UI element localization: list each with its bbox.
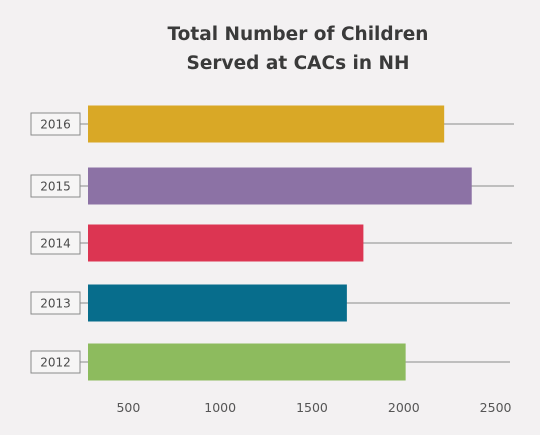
year-label-box [30, 174, 81, 198]
year-label-box [30, 231, 81, 255]
bar [88, 343, 406, 381]
x-tick-label: 2000 [388, 400, 420, 415]
bar [88, 284, 347, 322]
chart-title-line-2: Served at CACs in NH [187, 53, 410, 74]
year-label: 2014 [40, 237, 71, 251]
bar-row-2014: 2014 [30, 224, 512, 262]
x-tick-label: 2500 [480, 400, 512, 415]
bar-row-2012: 2012 [30, 343, 510, 381]
x-tick-label: 1500 [296, 400, 328, 415]
year-label-box [30, 112, 81, 136]
x-tick-label: 500 [116, 400, 140, 415]
bar [88, 105, 445, 143]
bar-row-2013: 2013 [30, 284, 510, 322]
bar-row-2015: 2015 [30, 167, 514, 205]
year-label: 2012 [40, 356, 71, 370]
year-label: 2013 [40, 297, 71, 311]
year-label-box [30, 350, 81, 374]
bars-group: 2016 2015 2014 2013 2012 [30, 105, 514, 381]
x-tick-labels: 500 1000 1500 2000 2500 [116, 400, 511, 415]
chart-title-line-1: Total Number of Children [168, 24, 429, 45]
year-label: 2016 [40, 118, 71, 132]
bar [88, 224, 364, 262]
year-label-box [30, 291, 81, 315]
bar-row-2016: 2016 [30, 105, 514, 143]
year-label: 2015 [40, 180, 71, 194]
x-tick-label: 1000 [204, 400, 236, 415]
bar [88, 167, 472, 205]
